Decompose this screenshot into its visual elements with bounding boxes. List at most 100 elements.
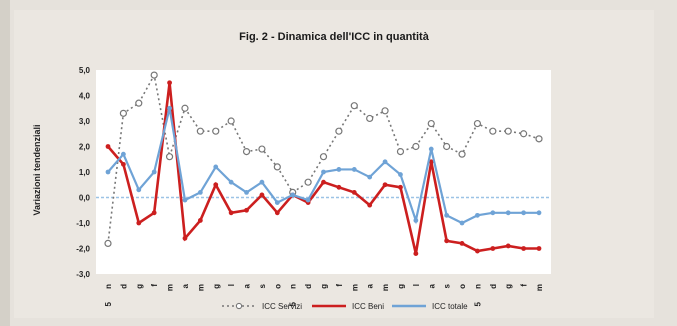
data-point (412, 142, 420, 151)
data-point (321, 169, 326, 175)
legend-marker (235, 302, 243, 310)
y-axis-label: Variazioni tendenziali (32, 124, 42, 215)
data-point (521, 246, 527, 251)
y-tick-label: 5,0 (79, 66, 91, 75)
data-point (350, 102, 358, 110)
data-point (290, 192, 296, 198)
data-point (212, 127, 220, 135)
data-point (213, 182, 219, 188)
data-point (135, 99, 143, 107)
data-point (167, 80, 172, 86)
x-tick-label: d (304, 284, 313, 289)
x-tick-label: m (535, 284, 544, 291)
x-tick-label: g (135, 284, 144, 289)
data-point (428, 159, 434, 165)
x-tick-label: g (320, 284, 329, 289)
data-point (105, 169, 111, 175)
data-point (181, 104, 189, 112)
data-point (259, 192, 265, 198)
x-tick-label: m (196, 284, 205, 291)
data-point (336, 167, 342, 172)
data-point (151, 169, 157, 175)
data-point (167, 105, 172, 111)
x-tick-label: f (520, 284, 529, 287)
x-tick-label: g (504, 284, 513, 289)
x-tick-label: n (473, 284, 482, 289)
x-year-label: 5 (473, 301, 482, 306)
data-point (305, 197, 311, 203)
legend-label: ICC totale (432, 302, 468, 311)
x-year-label: 5 (289, 301, 298, 306)
y-tick-label: 3,0 (79, 117, 91, 126)
y-tick-label: -2,0 (76, 245, 90, 254)
data-point (490, 210, 496, 216)
data-point (505, 243, 511, 249)
y-tick-label: 1,0 (79, 168, 91, 177)
data-point (398, 184, 403, 190)
x-tick-label: n (104, 284, 113, 289)
data-point (428, 146, 434, 152)
data-point (244, 207, 249, 213)
data-point (366, 114, 374, 123)
data-point (413, 251, 419, 256)
data-point (351, 190, 357, 195)
data-point (227, 117, 235, 125)
x-tick-label: d (119, 284, 128, 289)
data-point (367, 202, 373, 208)
data-point (458, 150, 466, 158)
data-point (504, 127, 512, 135)
x-tick-label: m (350, 284, 359, 291)
y-tick-label: 2,0 (79, 143, 91, 152)
y-tick-label: 4,0 (79, 92, 91, 101)
data-point (197, 218, 203, 223)
x-tick-label: m (381, 284, 390, 291)
x-tick-label: f (335, 284, 344, 287)
x-tick-label: a (366, 283, 375, 288)
x-tick-label: a (243, 283, 252, 288)
legend-label: ICC Beni (352, 302, 384, 311)
data-point (521, 210, 527, 216)
data-point (336, 184, 342, 190)
data-point (319, 153, 328, 161)
plot-area: -3,0 -2,0 -1,0 0,0 1,0 2,0 3,0 4,0 5,0 n d g f m a m g l a… (76, 66, 551, 306)
data-point (197, 190, 203, 195)
x-tick-label: g (396, 284, 405, 289)
y-tick-label: 0,0 (79, 194, 91, 203)
data-point (398, 172, 403, 177)
data-point (120, 151, 126, 157)
data-point (351, 167, 357, 172)
data-point (274, 210, 280, 216)
chart-title: Fig. 2 - Dinamica dell'ICC in quantità (239, 31, 430, 43)
x-year-label: 5 (104, 301, 113, 306)
data-point (444, 238, 450, 244)
x-tick-label: l (412, 284, 421, 286)
chart-panel: Fig. 2 - Dinamica dell'ICC in quantità V… (14, 10, 654, 318)
data-point (443, 142, 451, 151)
x-tick-label: n (289, 284, 298, 289)
chart-svg: Fig. 2 - Dinamica dell'ICC in quantità V… (32, 31, 551, 311)
data-point (381, 107, 389, 115)
data-point (136, 187, 142, 193)
data-point (520, 130, 528, 138)
data-point (150, 71, 158, 79)
data-point (382, 159, 388, 165)
data-point (475, 248, 480, 254)
data-point (196, 127, 204, 135)
data-point (244, 190, 249, 195)
data-point (321, 179, 326, 185)
data-point (136, 220, 142, 226)
data-point (413, 218, 419, 223)
x-tick-label: l (227, 284, 236, 286)
data-point (259, 179, 265, 185)
legend: ICC Servizi ICC Beni ICC totale (222, 302, 468, 311)
data-point (396, 148, 405, 156)
data-point (304, 178, 312, 186)
data-point (120, 161, 126, 167)
data-point (382, 182, 388, 188)
data-point (444, 212, 450, 218)
data-point (213, 164, 219, 170)
data-point (119, 109, 127, 117)
data-point (274, 200, 280, 206)
y-tick-label: -1,0 (76, 219, 90, 228)
